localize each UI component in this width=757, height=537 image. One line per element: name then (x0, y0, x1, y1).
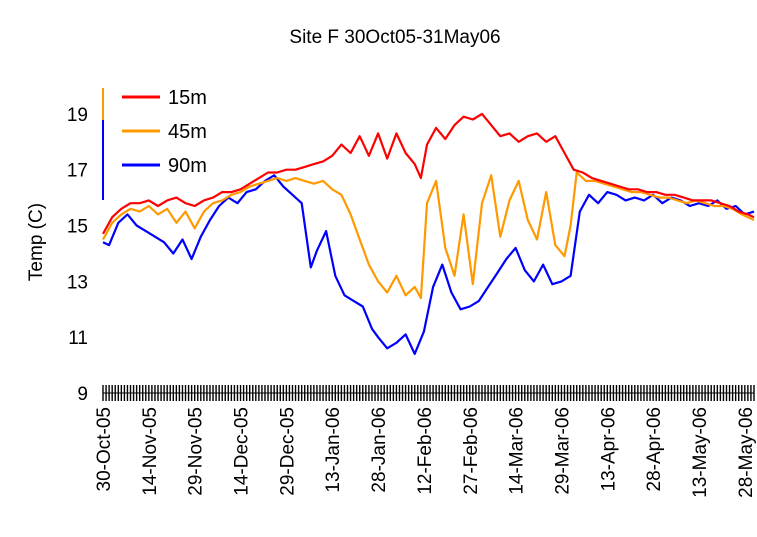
x-tick-label: 13-May-06 (690, 407, 711, 498)
y-axis-label: Temp (C) (26, 203, 47, 281)
x-tick-label: 14-Nov-05 (140, 407, 161, 496)
legend-label: 15m (168, 87, 207, 109)
x-tick-label: 29-Dec-05 (277, 407, 298, 496)
x-tick-label: 12-Feb-06 (415, 407, 436, 495)
legend-label: 90m (168, 155, 207, 177)
y-tick-label: 15 (67, 217, 88, 238)
chart-title: Site F 30Oct05-31May06 (289, 27, 500, 48)
x-axis-ticks (102, 385, 755, 401)
x-tick-label: 13-Apr-06 (598, 407, 619, 492)
y-tick-label: 19 (67, 105, 88, 126)
x-tick-label: 29-Nov-05 (186, 407, 207, 496)
x-tick-label: 14-Dec-05 (232, 407, 253, 496)
x-tick-label: 28-Jan-06 (369, 407, 390, 493)
series-line-15m (102, 112, 755, 235)
y-tick-label: 9 (77, 384, 88, 405)
legend-label: 45m (168, 121, 207, 143)
x-tick-label: 30-Oct-05 (94, 407, 115, 491)
y-tick-label: 13 (67, 272, 88, 293)
x-axis-labels: 30-Oct-05 14-Nov-05 29-Nov-05 14-Dec-05 29-D… (94, 407, 757, 498)
series-line-90m (102, 174, 755, 355)
y-tick-label: 17 (67, 161, 88, 182)
x-tick-label: 29-Mar-06 (552, 407, 573, 495)
x-tick-label: 28-May-06 (736, 407, 757, 498)
x-tick-label: 14-Mar-06 (507, 407, 528, 495)
series-line-45m (102, 171, 755, 300)
x-tick-label: 27-Feb-06 (461, 407, 482, 495)
legend: 15m 45m 90m (122, 87, 207, 177)
y-axis: 9 11 13 15 17 19 (67, 105, 88, 405)
y-tick-label: 11 (68, 328, 88, 349)
x-tick-label: 28-Apr-06 (644, 407, 665, 492)
x-tick-label: 13-Jan-06 (323, 407, 344, 493)
series-layer (102, 88, 755, 355)
